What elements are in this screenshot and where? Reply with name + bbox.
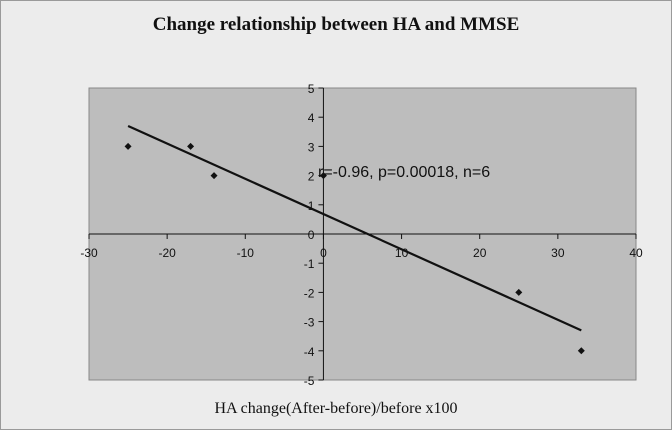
y-tick-label: 3 <box>308 140 315 154</box>
x-tick-label: -30 <box>80 246 98 260</box>
data-point <box>210 172 218 180</box>
data-points <box>124 142 585 355</box>
data-point <box>577 347 585 355</box>
y-tick-label: -2 <box>304 286 315 300</box>
x-tick-label: -10 <box>237 246 255 260</box>
y-tick-label: -1 <box>304 257 315 271</box>
x-tick-label: -20 <box>158 246 176 260</box>
y-tick-label: 0 <box>308 228 315 242</box>
data-point <box>515 288 523 296</box>
x-tick-label: 30 <box>551 246 565 260</box>
x-tick-label: 0 <box>320 246 327 260</box>
correlation-annotation: r=-0.96, p=0.00018, n=6 <box>318 164 490 181</box>
chart-title: Change relationship between HA and MMSE <box>152 14 520 35</box>
trend-line <box>127 124 582 332</box>
y-tick-label: 5 <box>308 82 315 96</box>
data-point <box>319 172 327 180</box>
y-tick-label: -3 <box>304 316 315 330</box>
y-tick-label: 2 <box>308 170 315 184</box>
y-tick-label: -4 <box>304 345 315 359</box>
x-axis-label: HA change(After-before)/before x100 <box>214 400 458 417</box>
x-tick-label: 20 <box>473 246 487 260</box>
data-point <box>124 142 132 150</box>
y-tick-label: 4 <box>308 111 315 125</box>
y-tick-label: -5 <box>304 374 315 388</box>
axes <box>88 87 637 381</box>
x-tick-label: 10 <box>395 246 409 260</box>
y-tick-label: 1 <box>308 199 315 213</box>
data-point <box>187 142 195 150</box>
x-tick-label: 40 <box>629 246 643 260</box>
